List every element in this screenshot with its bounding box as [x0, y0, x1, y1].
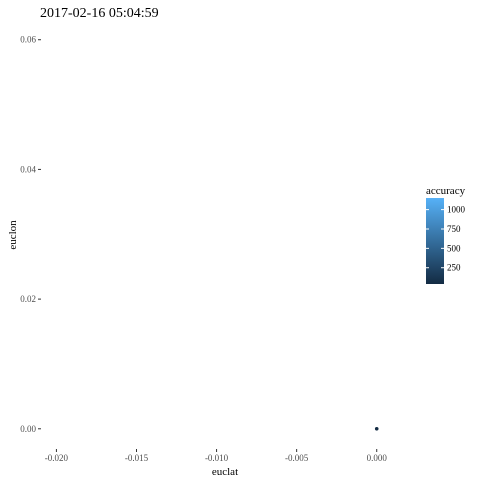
data-point — [374, 426, 379, 431]
y-axis-title: euclon — [7, 220, 19, 250]
plot-panel: -0.020 -0.015 -0.010 -0.005 0.000 0.00 0.02 0.0… — [20, 35, 387, 463]
legend-colorbar — [426, 198, 444, 284]
chart-title: 2017-02-16 05:04:59 — [40, 6, 159, 21]
y-tick-label: 0.06 — [20, 35, 36, 45]
legend-tick-label: 750 — [447, 224, 461, 234]
x-tick-label: -0.020 — [45, 453, 69, 463]
legend-tick-label: 500 — [447, 243, 461, 253]
color-legend: accuracy 250 500 750 1000 — [426, 185, 466, 284]
x-tick-label: -0.005 — [285, 453, 309, 463]
y-tick-label: 0.04 — [20, 164, 36, 174]
legend-tick-label: 1000 — [447, 205, 466, 215]
legend-tick-label: 250 — [447, 263, 461, 273]
y-tick-label: 0.02 — [20, 294, 36, 304]
x-tick-label: -0.015 — [125, 453, 149, 463]
x-tick-label: -0.010 — [205, 453, 229, 463]
legend-title: accuracy — [426, 185, 466, 197]
y-tick-label: 0.00 — [20, 424, 36, 434]
x-axis-title: euclat — [212, 466, 238, 478]
x-tick-label: 0.000 — [367, 453, 388, 463]
